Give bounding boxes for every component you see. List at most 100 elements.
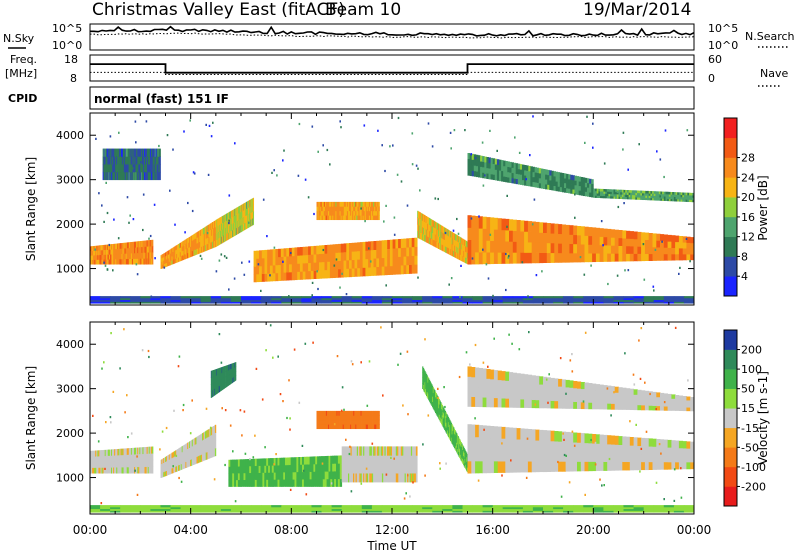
power-cell <box>648 239 653 248</box>
power-cell <box>414 255 418 265</box>
power-cell <box>115 253 117 260</box>
velocity-cell <box>167 469 170 475</box>
velocity-cell <box>580 442 585 453</box>
velocity-cell <box>440 412 442 418</box>
power-cell <box>211 241 213 249</box>
power-scatter-cell <box>208 124 211 127</box>
power-cell <box>201 234 203 242</box>
velocity-cell <box>92 456 94 463</box>
velocity-cell <box>172 467 174 474</box>
power-cell <box>202 239 205 246</box>
velocity-cell <box>660 454 665 463</box>
power-cell <box>601 188 604 192</box>
velocity-cell <box>509 438 514 451</box>
velocity-cell <box>200 441 202 449</box>
velocity-cell <box>423 386 425 392</box>
power-cell <box>611 191 614 195</box>
velocity-cell <box>388 446 390 456</box>
power-cell <box>242 223 244 231</box>
power-scatter-cell <box>417 276 419 279</box>
power-cell <box>667 234 672 242</box>
velocity-cell <box>105 455 108 462</box>
power-cell <box>117 253 119 260</box>
power-cell <box>580 244 585 254</box>
power-cell <box>317 210 319 216</box>
power-cell <box>509 252 514 264</box>
power-cell <box>134 241 136 248</box>
power-cell <box>434 227 437 235</box>
velocity-cell <box>405 446 408 456</box>
velocity-cell <box>179 447 182 454</box>
velocity-cell <box>371 415 373 421</box>
velocity-cell <box>107 467 110 474</box>
power-cell <box>134 258 136 265</box>
power-cell <box>90 296 101 299</box>
power-scatter-cell <box>622 131 625 134</box>
power-cell <box>168 261 171 266</box>
velocity-cell <box>398 473 400 483</box>
power-scatter-cell <box>431 145 434 148</box>
power-cell <box>438 236 440 243</box>
power-cell <box>335 252 339 262</box>
power-cell <box>221 223 223 231</box>
power-cell <box>230 211 232 219</box>
velocity-cell <box>101 461 103 468</box>
velocity-cell <box>405 473 408 483</box>
velocity-cell <box>182 462 184 470</box>
power-scatter-cell <box>311 294 313 297</box>
velocity-cell <box>374 473 377 483</box>
power-cell <box>139 258 141 265</box>
power-cell <box>196 237 198 244</box>
power-cell <box>126 258 129 265</box>
power-cell <box>291 301 302 304</box>
power-cell <box>165 252 167 257</box>
velocity-cell <box>194 444 196 452</box>
power-cell <box>111 254 113 260</box>
power-cell <box>227 213 229 221</box>
power-cell <box>228 225 230 233</box>
power-cell <box>271 299 282 302</box>
velocity-cell <box>497 449 502 462</box>
power-cell <box>122 164 125 173</box>
power-cell <box>92 246 94 251</box>
velocity-cell <box>626 445 631 454</box>
velocity-cell <box>490 449 495 462</box>
power-cell <box>190 299 202 302</box>
power-cell <box>335 244 339 253</box>
velocity-cell <box>275 479 278 487</box>
velocity-cell <box>445 417 447 423</box>
velocity-cell <box>247 465 250 474</box>
velocity-cell <box>268 479 271 487</box>
velocity-cell <box>352 410 354 416</box>
power-cell <box>316 206 318 212</box>
velocity-cell <box>644 453 650 463</box>
power-cell <box>236 227 238 235</box>
power-cell <box>663 253 668 261</box>
velocity-cell <box>408 464 411 474</box>
power-cell <box>227 226 229 234</box>
power-cell <box>214 227 216 235</box>
power-cell <box>357 250 361 260</box>
power-cell <box>188 242 190 248</box>
power-cell <box>329 206 331 212</box>
power-cell <box>200 296 212 299</box>
power-cell <box>635 192 638 196</box>
power-cell <box>653 191 656 194</box>
power-cell <box>226 220 228 228</box>
power-cell <box>244 216 246 224</box>
power-scatter-cell <box>128 221 130 224</box>
velocity-cell <box>641 437 646 447</box>
velocity-cell <box>443 407 445 414</box>
power-cell <box>220 223 222 231</box>
velocity-cell <box>428 383 430 390</box>
power-cell <box>539 232 544 243</box>
power-cell <box>116 156 118 165</box>
velocity-cell <box>243 466 246 474</box>
power-cell <box>354 242 358 252</box>
power-cell <box>418 217 420 225</box>
velocity-cell <box>138 447 140 455</box>
velocity-cell <box>324 463 327 472</box>
power-cell <box>583 299 594 302</box>
power-cell <box>446 247 448 254</box>
power-cell <box>512 241 517 253</box>
